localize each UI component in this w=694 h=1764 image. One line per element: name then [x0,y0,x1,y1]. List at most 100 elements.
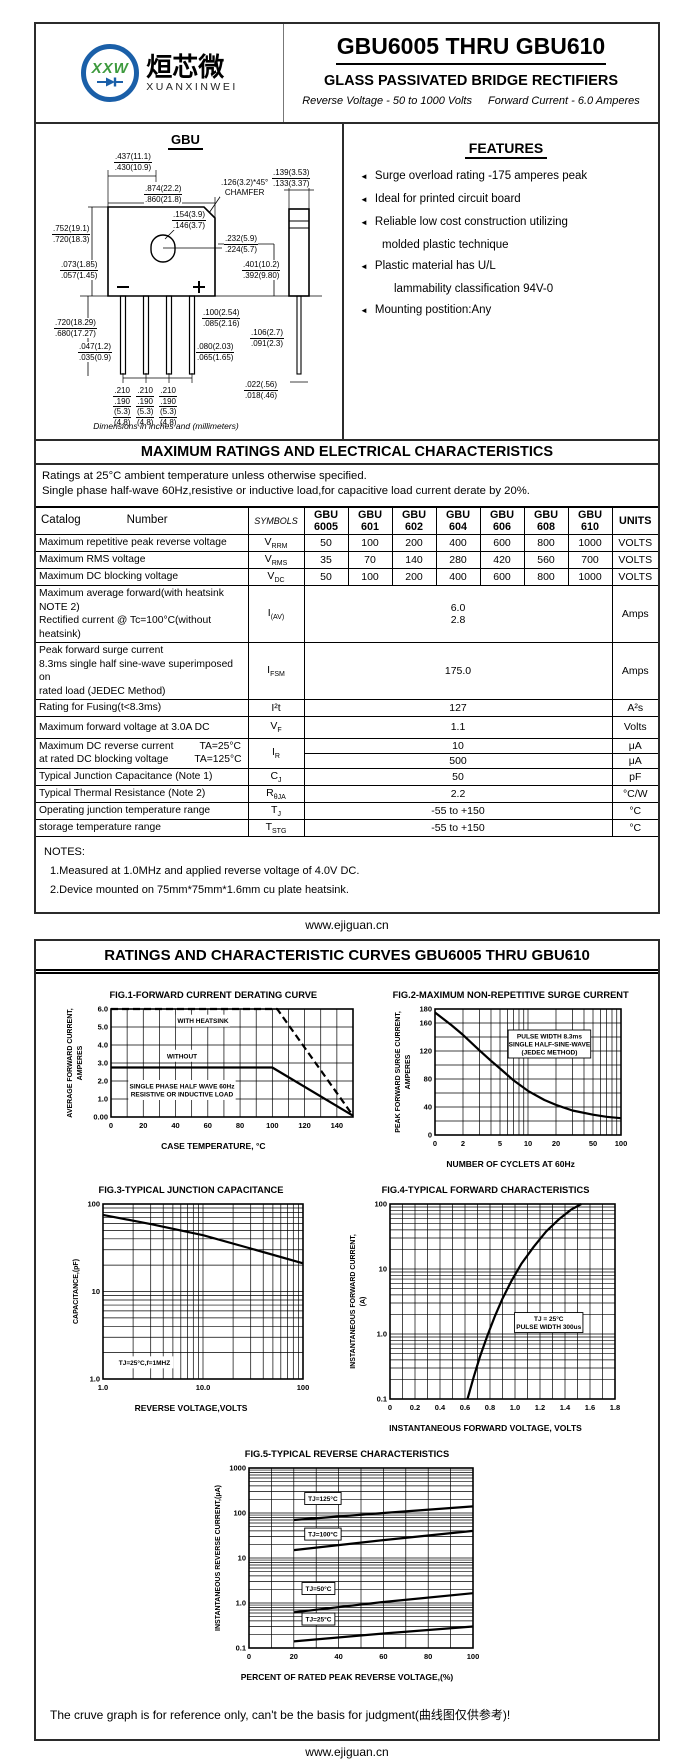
svg-text:1.2: 1.2 [535,1403,545,1412]
svg-text:1000: 1000 [229,1464,246,1473]
svg-text:5.0: 5.0 [98,1023,108,1032]
svg-text:WITH HEATSINK: WITH HEATSINK [178,1018,229,1025]
svg-text:100: 100 [87,1200,100,1209]
ratings-section-title: MAXIMUM RATINGS AND ELECTRICAL CHARACTER… [36,441,658,465]
fig4-xlabel: INSTANTANEOUS FORWARD VOLTAGE, VOLTS [389,1423,582,1434]
col-part: GBU 606 [479,507,525,535]
svg-text:TJ=25°C: TJ=25°C [305,1616,331,1624]
svg-text:SINGLE HALF-SINE-WAVE: SINGLE HALF-SINE-WAVE [508,1042,590,1049]
col-catalog: Catalog [41,514,81,527]
fig2-title: FIG.2-MAXIMUM NON-REPETITIVE SURGE CURRE… [392,990,629,1001]
col-part: GBU 604 [435,507,481,535]
fig4-title: FIG.4-TYPICAL FORWARD CHARACTERISTICS [381,1185,590,1196]
svg-text:AMPERES: AMPERES [405,1055,412,1090]
svg-text:100: 100 [266,1121,279,1130]
fig5-block: FIG.5-TYPICAL REVERSE CHARACTERISTICS 0 2… [211,1449,483,1682]
feature-item-continuation: molded plastic technique [382,239,509,251]
website-url: www.ejiguan.cn [305,1745,389,1760]
dim-label: .437(11.1) .430(10.9) [114,152,152,172]
website-url: www.ejiguan.cn [305,918,389,933]
svg-text:TJ=50°C: TJ=50°C [305,1585,331,1593]
svg-text:100: 100 [614,1139,627,1148]
ratings-summary: Reverse Voltage - 50 to 1000 Volts Forwa… [284,95,658,107]
package-drawing: GBU [36,124,344,439]
table-row-tstg: storage temperature range TSTG -55 to +1… [36,819,658,838]
svg-text:AMPERES: AMPERES [77,1046,84,1081]
table-row-vrms: Maximum RMS voltage VRMS 35 70 140 280 420… [36,551,658,570]
svg-text:(A): (A) [360,1297,367,1307]
svg-text:TJ = 25°C: TJ = 25°C [534,1315,564,1323]
package-name: GBU [168,132,203,150]
svg-text:0.4: 0.4 [435,1403,446,1412]
dim-label: .232(5.9) .224(5.7) [224,234,259,254]
table-row-cj: Typical Junction Capacitance (Note 1) CJ… [36,767,658,786]
svg-text:5: 5 [498,1139,502,1148]
svg-text:TJ=100°C: TJ=100°C [308,1531,338,1539]
svg-text:80: 80 [236,1121,244,1130]
feature-item: ◄ Reliable low cost construction utilizi… [360,216,568,228]
dim-label-chamfer: .126(3.2)*45° CHAMFER [220,178,270,197]
fig1-block: FIG.1-FORWARD CURRENT DERATING CURVE 0 20… [63,990,363,1151]
company-name-en: XUANXINWEI [146,81,238,93]
table-row-ifsm: Peak forward surge current 8.3ms single h… [36,642,658,701]
svg-text:3.0: 3.0 [98,1059,108,1068]
fig5-xlabel: PERCENT OF RATED PEAK REVERSE VOLTAGE,(%… [240,1672,454,1683]
bullet-icon: ◄ [360,172,368,181]
svg-text:0.1: 0.1 [377,1395,387,1404]
svg-text:100: 100 [233,1509,246,1518]
svg-text:20: 20 [290,1652,298,1661]
svg-text:(JEDEC METHOD): (JEDEC METHOD) [521,1050,577,1057]
dim-label-lead-spacing: .210.190 (5.3) (4.8) [159,386,178,427]
table-row-vrrm: Maximum repetitive peak reverse voltage … [36,533,658,553]
svg-text:0.2: 0.2 [410,1403,420,1412]
datasheet-page-2: RATINGS AND CHARACTERISTIC CURVES GBU600… [34,939,660,1742]
forward-current-note: Forward Current - 6.0 Amperes [487,95,640,107]
svg-text:10: 10 [523,1139,531,1148]
dim-label: .080(2.03) .065(1.65) [196,342,235,362]
notes-title: NOTES: [44,846,85,859]
col-symbols: SYMBOLS [247,507,305,535]
ratings-condition-1: Ratings at 25°C ambient temperature unle… [42,470,367,482]
datasheet-page-1: XXW 烜芯微 XUANXINWEI GBU6005 THRU GBU610 G… [34,22,660,915]
table-row-vdc: Maximum DC blocking voltage VDC 50 100 20… [36,568,658,587]
table-row-i2t: Rating for Fusing(t<8.3ms) I²t 127 A²s [36,699,658,717]
svg-text:40: 40 [334,1652,342,1661]
ratings-table: Catalog Number SYMBOLS GBU 6005 GBU 601 GB… [36,507,658,838]
fig3-chart: 1.0 10.0 100 1.0 10 100 CAPACITANCE,(pF) TJ=25°… [73,1200,310,1392]
dim-label: .047(1.2) .035(0.9) [78,342,113,362]
fig1-xlabel: CASE TEMPERATURE, °C [161,1141,266,1152]
svg-text:1.0: 1.0 [98,1095,108,1104]
col-part: GBU 608 [523,507,569,535]
fig3-title: FIG.3-TYPICAL JUNCTION CAPACITANCE [98,1185,284,1196]
svg-text:0: 0 [109,1121,113,1130]
svg-text:100: 100 [374,1200,387,1209]
svg-text:1.4: 1.4 [560,1403,571,1412]
logo-monogram: XXW [91,59,129,77]
package-outline-drawing [80,170,322,383]
dim-label: .154(3.9) .146(3.7) [172,210,207,230]
curves-section-title: RATINGS AND CHARACTERISTIC CURVES GBU600… [36,941,658,975]
logo-circle-icon: XXW [81,44,140,102]
svg-text:PULSE WIDTH 8.3ms: PULSE WIDTH 8.3ms [517,1034,582,1041]
svg-text:100: 100 [297,1383,310,1392]
dim-label: .022(.56) .018(.46) [244,380,279,400]
dim-label-lead-spacing: .210.190 (5.3) (4.8) [113,386,132,427]
svg-text:10: 10 [238,1554,246,1563]
svg-text:100: 100 [467,1652,480,1661]
svg-text:PEAK FORWARD SURGE CURRENT,: PEAK FORWARD SURGE CURRENT, [395,1011,402,1133]
figure-row-3: FIG.5-TYPICAL REVERSE CHARACTERISTICS 0 2… [36,1449,658,1682]
col-part: GBU 602 [391,507,437,535]
fig5-chart: 0 20 40 60 80 100 0.1 1.0 10 100 1000 INSTANTANEOUS… [215,1464,480,1661]
svg-text:0: 0 [433,1139,437,1148]
feature-item: ◄ Ideal for printed circuit board [360,193,521,205]
dimensions-note: Dimensions in inches and (millimeters) [93,421,239,431]
svg-text:2.0: 2.0 [98,1077,108,1086]
svg-text:10: 10 [92,1287,100,1296]
svg-text:0.1: 0.1 [236,1644,246,1653]
svg-text:0: 0 [427,1131,431,1140]
dim-label: .720(18.29) .680(17.27) [54,318,97,338]
col-part: GBU 610 [567,507,613,535]
svg-text:INSTANTANEOUS REVERSE CURRENT,: INSTANTANEOUS REVERSE CURRENT,(μA) [215,1485,222,1631]
fig5-title: FIG.5-TYPICAL REVERSE CHARACTERISTICS [244,1449,450,1460]
dim-label-lead-spacing: .210.190 (5.3) (4.8) [136,386,155,427]
